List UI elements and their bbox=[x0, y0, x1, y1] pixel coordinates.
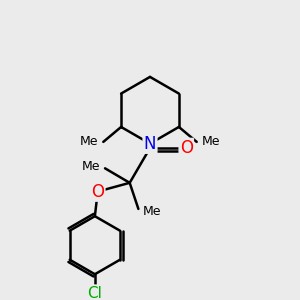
Text: O: O bbox=[180, 139, 193, 157]
Text: Me: Me bbox=[143, 205, 161, 218]
Text: Me: Me bbox=[202, 135, 220, 148]
Text: Me: Me bbox=[82, 160, 101, 173]
Text: O: O bbox=[91, 182, 104, 200]
Text: Cl: Cl bbox=[87, 286, 102, 300]
Text: N: N bbox=[144, 135, 156, 153]
Text: Me: Me bbox=[80, 135, 98, 148]
